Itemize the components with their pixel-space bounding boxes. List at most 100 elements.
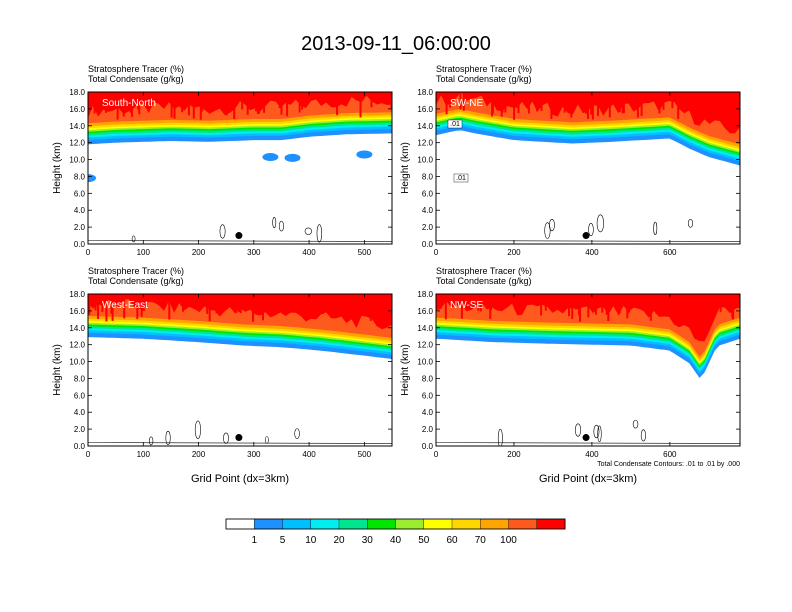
condensate-contour xyxy=(640,429,646,442)
x-tick-label: 500 xyxy=(358,248,372,257)
tracer-streak xyxy=(198,294,201,312)
contour-label: .01 xyxy=(456,175,466,182)
tracer-streak xyxy=(235,294,238,313)
condensate-contour xyxy=(194,420,201,439)
location-marker xyxy=(235,434,243,442)
condensate-contour xyxy=(278,220,284,232)
tracer-streak xyxy=(626,294,629,319)
tracer-streak xyxy=(275,294,278,310)
tracer-streak xyxy=(180,92,183,109)
tracer-streak xyxy=(93,92,96,114)
tracer-streak xyxy=(110,294,113,314)
plot-frame xyxy=(435,293,741,447)
tracer-streak xyxy=(617,294,620,315)
y-tick-label: 8.0 xyxy=(422,374,434,383)
tracer-streak xyxy=(578,294,581,316)
y-axis-label: Height (km) xyxy=(52,142,63,194)
tracer-streak xyxy=(517,92,520,114)
tracer-streak xyxy=(590,92,593,115)
x-tick-label: 400 xyxy=(585,450,599,459)
tracer-streak xyxy=(636,92,639,118)
tracer-streak xyxy=(500,92,503,117)
plot-frame xyxy=(87,91,393,245)
y-tick-label: 18.0 xyxy=(69,88,85,97)
x-axis-label: Grid Point (dx=3km) xyxy=(191,473,289,485)
tracer-streak xyxy=(374,294,377,315)
tracer-streak xyxy=(102,92,105,109)
y-axis-label: Height (km) xyxy=(400,142,411,194)
condensate-contour xyxy=(544,222,551,239)
tracer-band-10 xyxy=(436,294,740,342)
tracer-streak xyxy=(462,92,465,111)
tracer-streak xyxy=(449,92,452,108)
x-tick-label: 100 xyxy=(137,450,151,459)
y-tick-label: 4.0 xyxy=(74,206,86,215)
tracer-streak xyxy=(278,92,281,109)
y-axis-label: Height (km) xyxy=(400,344,411,396)
panel-title-condensate: Total Condensate (g/kg) xyxy=(88,74,184,84)
tracer-streak xyxy=(677,92,680,119)
tracer-streak xyxy=(321,294,324,314)
plot-area xyxy=(436,294,740,446)
tracer-streak xyxy=(729,294,731,311)
y-tick-label: 4.0 xyxy=(422,206,434,215)
tracer-streak xyxy=(444,294,447,320)
tracer-streak xyxy=(618,92,621,113)
y-tick-label: 10.0 xyxy=(69,358,85,367)
tracer-streak xyxy=(199,92,202,120)
panel-label: SW-NE xyxy=(450,98,483,109)
contour-label: .01 xyxy=(450,121,460,128)
tracer-streak xyxy=(568,294,570,317)
x-tick-label: 600 xyxy=(663,450,677,459)
condensate-contour xyxy=(593,424,600,439)
tracer-streak xyxy=(336,294,338,313)
tracer-streak xyxy=(544,294,547,311)
x-tick-label: 200 xyxy=(507,248,521,257)
tracer-streak xyxy=(659,294,662,311)
tracer-streak xyxy=(97,294,99,319)
tracer-streak xyxy=(263,92,266,113)
x-tick-label: 400 xyxy=(302,450,316,459)
tracer-streak xyxy=(170,92,173,118)
y-tick-label: 2.0 xyxy=(422,223,434,232)
tracer-streak xyxy=(540,92,543,111)
tracer-streak xyxy=(312,294,315,311)
colorbar-swatch xyxy=(508,518,538,530)
plot-frame xyxy=(87,293,393,447)
tracer-streak xyxy=(734,92,737,117)
y-tick-label: 12.0 xyxy=(417,341,433,350)
tracer-streak xyxy=(607,294,610,321)
tracer-streak xyxy=(301,92,304,110)
tracer-streak xyxy=(584,92,587,114)
tracer-streak xyxy=(707,92,710,114)
y-tick-label: 16.0 xyxy=(417,307,433,316)
tracer-streak xyxy=(653,294,656,312)
tracer-streak xyxy=(518,294,520,311)
y-tick-label: 16.0 xyxy=(417,105,433,114)
y-tick-label: 8.0 xyxy=(422,172,434,181)
condensate-contour xyxy=(597,425,602,443)
tracer-streak xyxy=(122,92,125,117)
y-tick-label: 14.0 xyxy=(417,122,433,131)
tracer-patch xyxy=(356,150,373,159)
x-tick-label: 0 xyxy=(86,450,91,459)
y-tick-label: 16.0 xyxy=(69,307,85,316)
x-tick-label: 400 xyxy=(302,248,316,257)
location-marker xyxy=(582,232,590,240)
tracer-streak xyxy=(370,92,373,108)
contour-label-box xyxy=(447,119,463,129)
plot-area xyxy=(88,294,392,446)
panel-title-condensate: Total Condensate (g/kg) xyxy=(436,276,532,286)
tracer-streak xyxy=(252,294,254,322)
tracer-streak xyxy=(187,92,190,116)
tracer-streak xyxy=(88,92,90,108)
y-tick-label: 0.0 xyxy=(422,442,434,451)
tracer-streak xyxy=(182,294,184,312)
condensate-contour xyxy=(574,423,582,437)
tracer-streak xyxy=(173,92,176,119)
panel-title-tracer: Stratosphere Tracer (%) xyxy=(436,266,532,276)
tracer-streak xyxy=(319,294,322,311)
tracer-streak xyxy=(699,294,702,317)
tracer-streak xyxy=(719,294,722,312)
